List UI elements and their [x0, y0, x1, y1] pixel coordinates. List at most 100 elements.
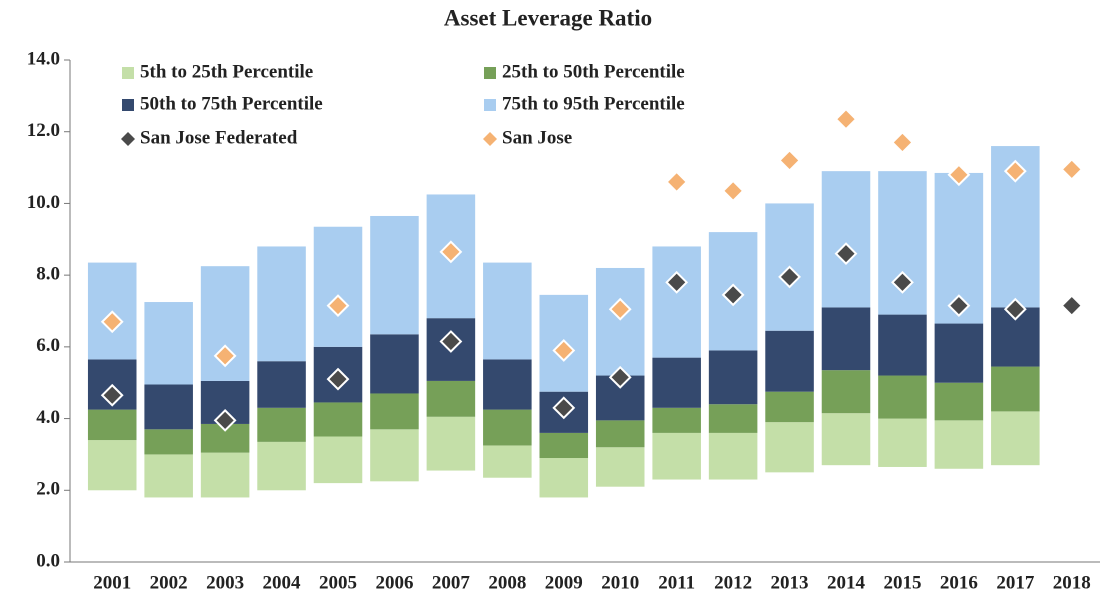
marker: [665, 170, 689, 194]
x-tick-label: 2001: [93, 572, 131, 593]
legend-label: 50th to 75th Percentile: [140, 93, 323, 114]
x-tick-label: 2018: [1053, 572, 1091, 593]
marker: [213, 408, 237, 432]
x-tick-label: 2013: [771, 572, 809, 593]
marker: [552, 339, 576, 362]
legend-label: 25th to 50th Percentile: [502, 61, 685, 82]
x-tick-label: 2006: [375, 572, 413, 593]
legend-swatch: [484, 99, 496, 111]
x-tick-label: 2016: [940, 572, 978, 593]
legend-swatch: [121, 132, 135, 146]
bar-segment: [144, 302, 193, 385]
marker: [778, 265, 801, 289]
x-tick-label: 2011: [658, 572, 695, 593]
bar-segment: [821, 370, 871, 414]
bar-segment: [652, 407, 701, 433]
marker: [721, 179, 745, 203]
y-tick-label: 8.0: [36, 264, 60, 285]
bar-segment: [257, 407, 306, 442]
bar-segment: [144, 429, 193, 455]
marker: [834, 242, 858, 266]
bar-segment: [426, 416, 476, 471]
x-tick-label: 2010: [601, 572, 639, 593]
bar-segment: [87, 409, 137, 441]
x-tick-label: 2015: [883, 572, 921, 593]
legend-swatch: [122, 99, 134, 111]
bar-segment: [821, 307, 871, 371]
bar-segment: [370, 429, 419, 482]
marker: [891, 270, 914, 294]
bar-segment: [257, 361, 306, 408]
y-tick-label: 14.0: [27, 48, 60, 69]
bar-segment: [426, 380, 476, 417]
bar-segment: [483, 409, 532, 446]
bar-segment: [765, 330, 814, 392]
marker: [100, 383, 124, 407]
bar-segment: [708, 404, 758, 433]
bar-segment: [708, 350, 758, 405]
bar-segment: [821, 171, 871, 308]
marker: [778, 148, 801, 172]
bar-segment: [878, 375, 927, 419]
bar-segment: [595, 420, 645, 448]
marker: [1060, 294, 1084, 318]
bar-segment: [708, 432, 758, 480]
bar-segment: [934, 323, 984, 383]
bar-segment: [991, 411, 1040, 466]
bar-segment: [483, 445, 532, 478]
y-tick-label: 4.0: [36, 407, 60, 428]
marker: [947, 163, 971, 187]
bar-segment: [878, 314, 927, 376]
x-tick-label: 2012: [714, 572, 752, 593]
x-tick-label: 2004: [263, 572, 302, 593]
bar-segment: [483, 359, 532, 410]
bar-segment: [144, 454, 193, 498]
bar-segment: [765, 391, 814, 423]
bar-segment: [144, 384, 193, 430]
bar-segment: [652, 357, 701, 408]
marker: [665, 270, 689, 294]
marker: [891, 131, 914, 154]
marker: [1060, 157, 1084, 181]
marker: [326, 367, 350, 391]
x-tick-label: 2014: [827, 572, 866, 593]
x-tick-label: 2003: [206, 572, 244, 593]
bar-segment: [595, 267, 645, 376]
x-tick-label: 2007: [432, 572, 471, 593]
bar-segment: [200, 452, 250, 498]
marker: [834, 107, 858, 131]
x-tick-label: 2017: [996, 572, 1035, 593]
marker: [608, 365, 632, 389]
bar-segment: [257, 441, 306, 491]
bar-segment: [483, 262, 532, 360]
legend-swatch: [122, 67, 134, 79]
y-tick-label: 12.0: [27, 120, 60, 141]
legend-swatch: [484, 67, 496, 79]
legend-swatch: [483, 132, 497, 146]
marker: [100, 310, 124, 334]
bar-segment: [934, 382, 984, 421]
bar-segment: [370, 393, 419, 430]
marker: [1003, 297, 1027, 321]
bar-segment: [370, 334, 419, 394]
bar-segment: [539, 432, 589, 459]
marker: [608, 297, 632, 321]
marker: [439, 240, 463, 264]
bar-segment: [313, 402, 363, 437]
bar-segment: [595, 447, 645, 487]
x-tick-label: 2009: [545, 572, 583, 593]
x-tick-label: 2008: [488, 572, 526, 593]
marker: [552, 396, 576, 420]
legend-label: 75th to 95th Percentile: [502, 93, 685, 114]
marker: [1003, 159, 1027, 183]
bar-segment: [539, 458, 589, 498]
x-tick-label: 2005: [319, 572, 357, 593]
marker: [947, 294, 971, 318]
bar-segment: [313, 436, 363, 484]
bar-segment: [934, 420, 984, 469]
marker: [326, 294, 350, 318]
bar-segment: [765, 422, 814, 473]
marker: [721, 283, 745, 307]
marker: [439, 330, 463, 353]
